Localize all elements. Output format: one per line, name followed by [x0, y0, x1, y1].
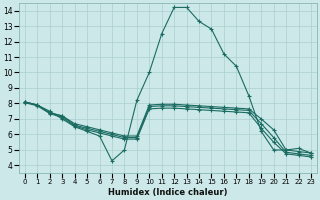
X-axis label: Humidex (Indice chaleur): Humidex (Indice chaleur)	[108, 188, 228, 197]
